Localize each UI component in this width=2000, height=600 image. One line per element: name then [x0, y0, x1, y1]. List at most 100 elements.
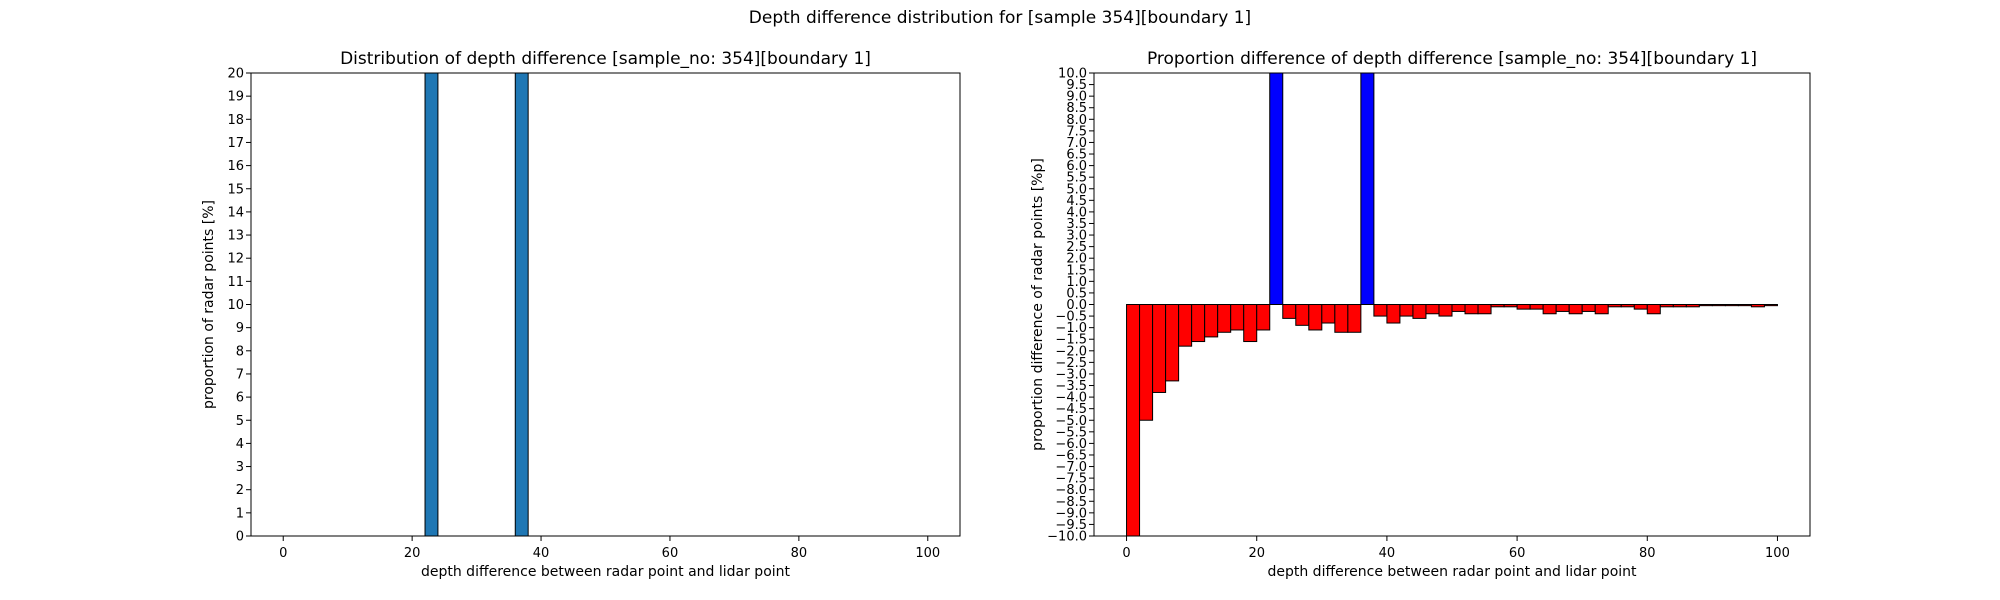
right-bar-33	[1555, 304, 1570, 312]
left-y-tick-label: 11	[227, 275, 244, 290]
right-bar-42	[1672, 304, 1687, 308]
left-y-tick-label: 8	[236, 344, 244, 359]
right-bar-39	[1633, 304, 1648, 310]
left-x-tick-label: 20	[404, 546, 421, 561]
left-y-tick-label: 1	[236, 506, 244, 521]
right-y-tick-label: 8.0	[1066, 113, 1087, 128]
right-y-tick-label: −2.5	[1055, 356, 1087, 371]
right-x-ticks: 0 20 40 60 80 100	[1122, 536, 1790, 561]
left-x-tick-label: 100	[915, 546, 940, 561]
right-bar-12	[1282, 304, 1297, 319]
left-x-ticks: 0 20 40 60 80 100	[279, 536, 940, 561]
right-bar-47	[1737, 304, 1752, 307]
right-y-tick-label: 5.5	[1066, 171, 1087, 186]
right-bar-34	[1568, 304, 1583, 315]
right-bar-16	[1334, 304, 1349, 333]
right-bar-43	[1685, 304, 1700, 308]
right-y-tick-label: 2.5	[1066, 240, 1087, 255]
right-bar-41	[1659, 304, 1674, 308]
left-x-tick-label: 40	[533, 546, 550, 561]
right-y-tick-label: 7.0	[1066, 136, 1087, 151]
right-bar-17	[1347, 304, 1362, 333]
right-y-tick-label: −4.5	[1055, 402, 1087, 417]
right-bar-9	[1243, 304, 1258, 343]
left-bars	[424, 72, 529, 537]
left-x-tick-label: 80	[791, 546, 808, 561]
right-bar-2	[1152, 304, 1167, 393]
left-y-tick-label: 2	[236, 483, 244, 498]
left-y-tick-label: 4	[236, 437, 244, 452]
right-y-tick-label: −9.5	[1055, 518, 1087, 533]
right-bar-8	[1230, 304, 1245, 331]
right-bar-23	[1425, 304, 1440, 315]
right-bar-29	[1503, 304, 1518, 308]
right-bar-46	[1724, 304, 1739, 307]
right-y-tick-label: 4.5	[1066, 194, 1087, 209]
right-bar-20	[1386, 304, 1401, 324]
right-bar-28	[1490, 304, 1505, 308]
right-x-tick-label: 0	[1122, 546, 1130, 561]
right-y-tick-label: −6.5	[1055, 448, 1087, 463]
right-y-tick-label: 10.0	[1058, 67, 1087, 82]
left-y-tick-label: 20	[227, 67, 244, 82]
right-bar-14	[1308, 304, 1323, 331]
right-bar-5	[1191, 304, 1206, 343]
right-bar-6	[1204, 304, 1219, 338]
right-x-tick-label: 40	[1379, 546, 1396, 561]
left-y-tick-label: 19	[227, 90, 244, 105]
right-bar-48	[1750, 304, 1765, 308]
left-y-tick-label: 13	[227, 229, 244, 244]
right-bar-1	[1139, 304, 1154, 421]
right-bar-38	[1620, 304, 1635, 308]
right-y-tick-label: 0.5	[1066, 286, 1087, 301]
left-x-tick-label: 60	[662, 546, 679, 561]
right-bar-7	[1217, 304, 1232, 333]
right-y-tick-label: −1.5	[1055, 333, 1087, 348]
left-y-tick-label: 7	[236, 367, 244, 382]
right-bar-4	[1178, 304, 1193, 347]
right-y-tick-label: −4.0	[1055, 391, 1087, 406]
right-bar-32	[1542, 304, 1557, 315]
right-y-tick-label: −0.5	[1055, 310, 1087, 325]
right-bar-30	[1516, 304, 1531, 310]
right-bar-21	[1399, 304, 1414, 317]
left-y-tick-label: 10	[227, 298, 244, 313]
right-bar-19	[1373, 304, 1388, 317]
right-bar-24	[1438, 304, 1453, 317]
right-bar-11	[1269, 72, 1284, 305]
right-y-tick-label: 3.0	[1066, 229, 1087, 244]
right-bar-22	[1412, 304, 1427, 319]
left-y-axis-label: proportion of radar points [%]	[201, 200, 217, 409]
left-y-tick-label: 12	[227, 252, 244, 267]
left-y-tick-label: 16	[227, 159, 244, 174]
right-y-tick-label: 1.0	[1066, 275, 1087, 290]
right-y-tick-label: −2.0	[1055, 344, 1087, 359]
right-bar-36	[1594, 304, 1609, 315]
left-chart-title: Distribution of depth difference [sample…	[340, 49, 871, 69]
right-y-tick-label: −1.0	[1055, 321, 1087, 336]
right-y-tick-label: 6.0	[1066, 159, 1087, 174]
right-x-tick-label: 60	[1509, 546, 1526, 561]
right-bar-44	[1698, 304, 1713, 307]
right-y-tick-label: 7.5	[1066, 124, 1087, 139]
right-bar-15	[1321, 304, 1336, 324]
right-x-tick-label: 20	[1248, 546, 1265, 561]
right-y-tick-label: 9.5	[1066, 78, 1087, 93]
right-bar-25	[1451, 304, 1466, 312]
right-y-tick-label: −9.0	[1055, 506, 1087, 521]
left-y-tick-label: 18	[227, 113, 244, 128]
right-bar-26	[1464, 304, 1479, 315]
right-chart-title: Proportion difference of depth differenc…	[1147, 49, 1757, 69]
right-bar-37	[1607, 304, 1622, 308]
right-y-tick-label: 6.5	[1066, 148, 1087, 163]
left-x-tick-label: 0	[279, 546, 287, 561]
right-bar-49	[1763, 304, 1778, 307]
left-y-tick-label: 17	[227, 136, 244, 151]
left-y-tick-label: 3	[236, 460, 244, 475]
right-y-tick-label: 0.0	[1066, 298, 1087, 313]
right-y-tick-label: −5.0	[1055, 414, 1087, 429]
left-y-tick-label: 5	[236, 414, 244, 429]
right-y-tick-label: 5.0	[1066, 182, 1087, 197]
